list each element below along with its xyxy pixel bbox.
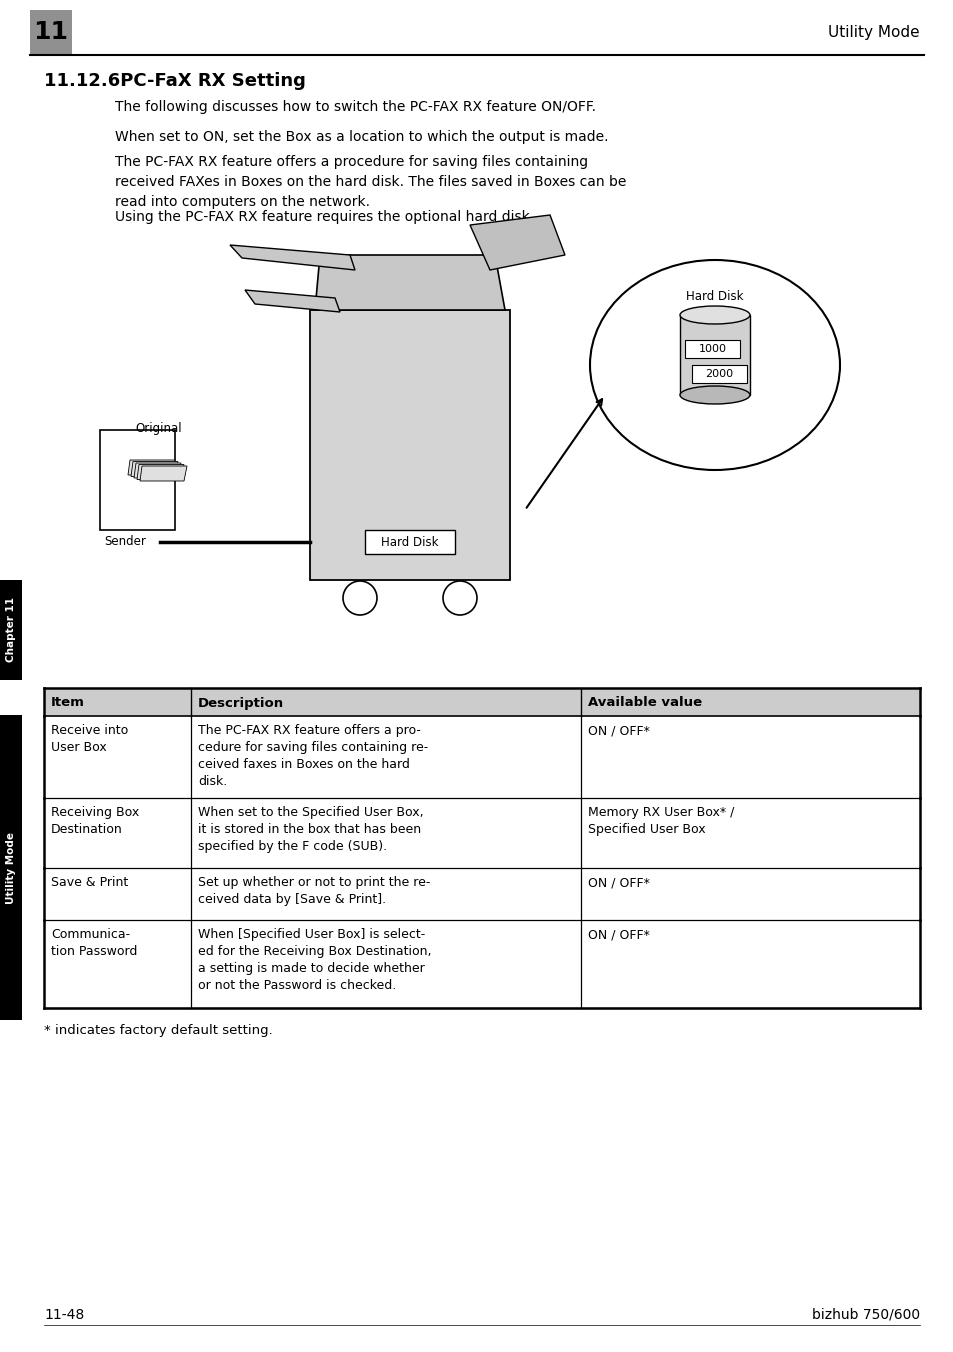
Text: Sender: Sender [104,535,146,548]
Text: The following discusses how to switch the PC-FAX RX feature ON/OFF.: The following discusses how to switch th… [115,100,596,114]
Text: Chapter 11: Chapter 11 [6,598,16,662]
Polygon shape [140,466,187,481]
Bar [679,315,749,395]
Text: Set up whether or not to print the re-
ceived data by [Save & Print].: Set up whether or not to print the re- c… [198,876,430,906]
Text: Memory RX User Box* /
Specified User Box: Memory RX User Box* / Specified User Box [587,806,734,836]
Text: Available value: Available value [587,696,701,710]
Text: Description: Description [198,696,284,710]
Text: The PC-FAX RX feature offers a procedure for saving files containing
received FA: The PC-FAX RX feature offers a procedure… [115,155,626,210]
Text: bizhub 750/600: bizhub 750/600 [811,1307,919,1322]
Bar [684,339,740,358]
Text: 1000: 1000 [698,343,726,354]
Bar [0,715,22,1019]
Polygon shape [230,245,355,270]
Text: Item: Item [51,696,85,710]
Text: Original: Original [135,422,181,435]
Text: 11: 11 [33,20,69,45]
Text: When set to the Specified User Box,
it is stored in the box that has been
specif: When set to the Specified User Box, it i… [198,806,423,853]
Text: Communica-
tion Password: Communica- tion Password [51,927,137,959]
Text: Save & Print: Save & Print [51,876,128,890]
Ellipse shape [589,260,840,470]
Text: ON / OFF*: ON / OFF* [587,876,649,890]
Bar [0,580,22,680]
Text: The PC-FAX RX feature offers a pro-
cedure for saving files containing re-
ceive: The PC-FAX RX feature offers a pro- cedu… [198,725,428,788]
Text: Utility Mode: Utility Mode [6,831,16,903]
Ellipse shape [679,306,749,324]
Text: 11.12.6PC-FaX RX Setting: 11.12.6PC-FaX RX Setting [44,72,306,91]
Text: Using the PC-FAX RX feature requires the optional hard disk.: Using the PC-FAX RX feature requires the… [115,210,534,224]
Circle shape [343,581,376,615]
Text: ON / OFF*: ON / OFF* [587,927,649,941]
Text: Hard Disk: Hard Disk [381,535,438,549]
Text: Receiving Box
Destination: Receiving Box Destination [51,806,139,836]
Text: Utility Mode: Utility Mode [827,24,919,39]
Bar [30,9,71,54]
Text: 2000: 2000 [704,369,733,379]
Text: ON / OFF*: ON / OFF* [587,725,649,737]
Circle shape [442,581,476,615]
Bar [691,365,746,383]
Bar [100,430,174,530]
Text: When [Specified User Box] is select-
ed for the Receiving Box Destination,
a set: When [Specified User Box] is select- ed … [198,927,431,992]
Polygon shape [314,256,504,310]
Polygon shape [131,461,178,476]
Polygon shape [245,289,339,312]
Polygon shape [470,215,564,270]
Ellipse shape [679,387,749,404]
Text: * indicates factory default setting.: * indicates factory default setting. [44,1023,273,1037]
Polygon shape [133,462,181,479]
Text: 11-48: 11-48 [44,1307,84,1322]
Polygon shape [128,460,174,475]
Text: Hard Disk: Hard Disk [685,289,743,303]
Bar [44,688,919,717]
Bar [365,530,455,554]
Bar [310,310,510,580]
Polygon shape [137,465,184,480]
Text: When set to ON, set the Box as a location to which the output is made.: When set to ON, set the Box as a locatio… [115,130,608,145]
Text: Receive into
User Box: Receive into User Box [51,725,128,754]
